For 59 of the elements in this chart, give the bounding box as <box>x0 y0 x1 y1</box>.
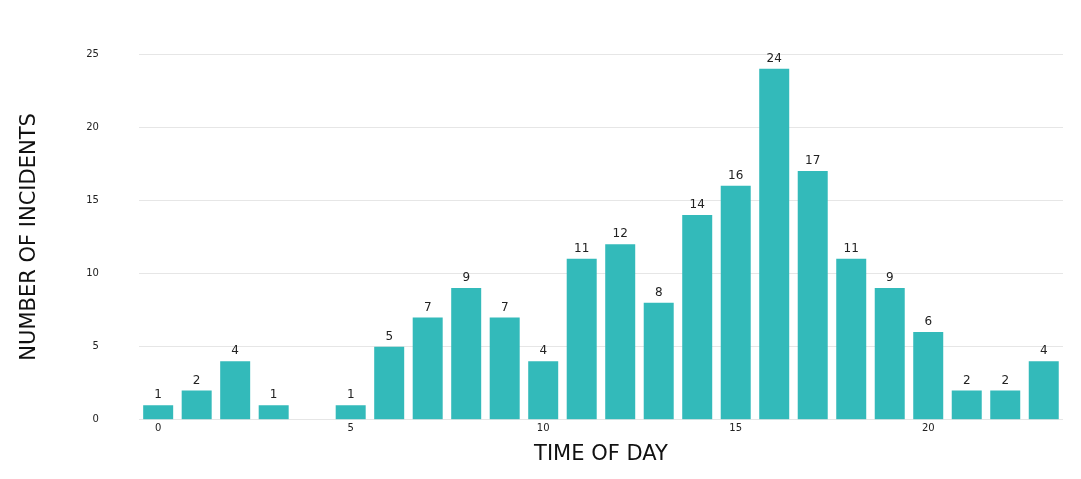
data-label: 4 <box>1039 343 1048 358</box>
data-label: 5 <box>385 328 394 343</box>
data-label: 4 <box>231 343 239 358</box>
bar <box>759 68 790 420</box>
x-tick-label: 10 <box>536 422 550 434</box>
data-label: 11 <box>574 240 590 255</box>
data-label: 9 <box>462 270 471 285</box>
x-tick-label: 0 <box>154 422 162 434</box>
y-axis-title: NUMBER OF INCIDENTS <box>16 113 41 361</box>
y-tick-label: 20 <box>86 120 99 132</box>
y-tick-label: 0 <box>92 413 99 425</box>
data-label: 1 <box>269 387 278 402</box>
y-tick-label: 15 <box>86 193 99 205</box>
bar <box>451 288 482 420</box>
bar <box>874 288 905 420</box>
bar <box>181 390 212 420</box>
data-label: 17 <box>805 153 821 168</box>
data-label: 24 <box>766 50 782 65</box>
data-label: 2 <box>962 372 971 387</box>
x-tick-label: 15 <box>729 422 743 434</box>
bar <box>374 346 405 420</box>
data-label: 11 <box>843 240 859 255</box>
data-label: 6 <box>924 314 933 329</box>
bar <box>913 332 944 420</box>
bar <box>682 214 713 420</box>
y-tick-label: 5 <box>92 340 99 352</box>
data-label: 1 <box>346 387 355 402</box>
x-axis-title: TIME OF DAY <box>533 440 668 465</box>
data-label: 14 <box>689 197 705 212</box>
data-label: 16 <box>728 167 744 182</box>
bar <box>643 302 674 420</box>
bar <box>489 317 520 420</box>
bar <box>143 405 174 420</box>
bar <box>990 390 1021 420</box>
data-label: 2 <box>192 372 201 387</box>
bar <box>258 405 289 420</box>
y-tick-label: 25 <box>86 47 99 59</box>
y-tick-label: 10 <box>86 267 99 279</box>
data-label: 8 <box>654 284 663 299</box>
x-tick-label: 5 <box>347 422 354 434</box>
bar <box>528 361 559 420</box>
bar <box>412 317 443 420</box>
bar <box>566 258 597 420</box>
data-label: 1 <box>154 387 162 402</box>
bar <box>836 258 867 420</box>
bar <box>335 405 366 420</box>
bar <box>720 185 751 420</box>
data-label: 12 <box>612 226 628 241</box>
data-label: 7 <box>500 299 509 314</box>
data-label: 4 <box>539 343 548 358</box>
bar <box>951 390 982 420</box>
x-tick-label: 20 <box>921 422 935 434</box>
bar <box>220 361 251 420</box>
data-label: 7 <box>423 299 432 314</box>
data-label: 2 <box>1001 372 1010 387</box>
bar <box>1028 361 1059 420</box>
bar <box>797 171 828 420</box>
data-label: 9 <box>885 270 894 285</box>
bar <box>605 244 636 420</box>
